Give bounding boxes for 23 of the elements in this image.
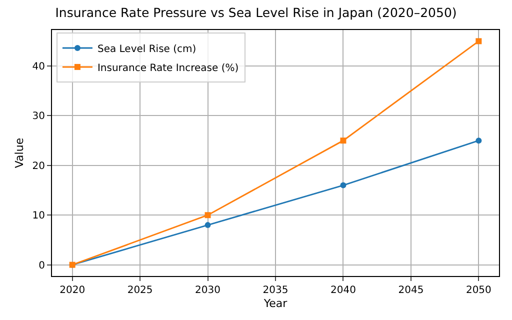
point bbox=[340, 138, 346, 144]
y-tick-label: 10 bbox=[32, 210, 45, 222]
x-tick-label: 2025 bbox=[127, 285, 153, 296]
point bbox=[340, 182, 346, 188]
y-tick-label: 20 bbox=[32, 160, 45, 172]
legend-label: Sea Level Rise (cm) bbox=[97, 44, 196, 55]
y-tick-label: 30 bbox=[32, 111, 45, 122]
point bbox=[204, 212, 211, 218]
x-tick-label: 2030 bbox=[195, 285, 220, 296]
x-tick-label: 2020 bbox=[60, 285, 86, 296]
point bbox=[476, 138, 482, 144]
x-tick-label: 2035 bbox=[262, 285, 288, 296]
y-tick-label: 0 bbox=[38, 260, 45, 272]
x-tick-label: 2045 bbox=[398, 285, 424, 296]
y-tick-label: 40 bbox=[32, 62, 45, 73]
legend-label: Insurance Rate Increase (%) bbox=[97, 62, 239, 74]
point bbox=[204, 222, 211, 228]
chart-title: Insurance Rate Pressure vs Sea Level Rise in Japan (2020–2050) bbox=[55, 4, 457, 20]
x-tick-label: 2050 bbox=[466, 285, 492, 296]
y-axis-title: Value bbox=[12, 138, 26, 168]
point bbox=[476, 38, 482, 44]
x-tick-label: 2040 bbox=[330, 285, 356, 296]
x-axis-title: Year bbox=[262, 297, 288, 310]
